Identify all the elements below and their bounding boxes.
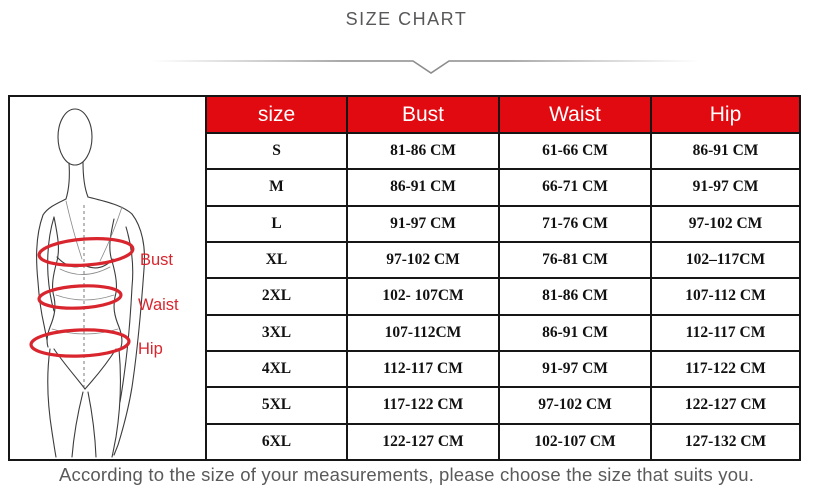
bust-cell: 97-102 CM (346, 240, 500, 280)
bust-cell: 86-91 CM (346, 168, 500, 207)
size-cell: M (205, 168, 348, 207)
table-row: 3XL 107-112CM 86-91 CM 112-117 CM (205, 313, 801, 352)
header-hip: Hip (650, 95, 801, 134)
bust-cell: 117-122 CM (346, 386, 500, 425)
waist-cell: 71-76 CM (498, 204, 652, 243)
bust-cell: 81-86 CM (346, 131, 500, 171)
hip-measure-ellipse (29, 328, 131, 358)
table-row: 6XL 122-127 CM 102-107 CM 127-132 CM (205, 422, 801, 462)
table-row: L 91-97 CM 71-76 CM 97-102 CM (205, 204, 801, 243)
header-row: size Bust Waist Hip (205, 95, 801, 134)
bust-label: Bust (140, 251, 173, 269)
hip-cell: 97-102 CM (650, 204, 801, 243)
header-size: size (205, 95, 348, 134)
hip-cell: 127-132 CM (650, 422, 801, 462)
size-cell: 4XL (205, 349, 348, 389)
table-row: 5XL 117-122 CM 97-102 CM 122-127 CM (205, 386, 801, 425)
table-row: M 86-91 CM 66-71 CM 91-97 CM (205, 168, 801, 207)
waist-cell: 102-107 CM (498, 422, 652, 462)
size-cell: 2XL (205, 277, 348, 316)
hip-cell: 102–117CM (650, 240, 801, 280)
bust-cell: 112-117 CM (346, 349, 500, 389)
bust-cell: 107-112CM (346, 313, 500, 352)
header-bust: Bust (346, 95, 500, 134)
hip-cell: 112-117 CM (650, 313, 801, 352)
hip-cell: 122-127 CM (650, 386, 801, 425)
bust-measure-ellipse (37, 237, 135, 267)
bust-cell: 91-97 CM (346, 204, 500, 243)
hip-cell: 86-91 CM (650, 131, 801, 171)
table-row: 4XL 112-117 CM 91-97 CM 117-122 CM (205, 349, 801, 389)
bust-cell: 102- 107CM (346, 277, 500, 316)
table-row: S 81-86 CM 61-66 CM 86-91 CM (205, 131, 801, 171)
waist-measure-ellipse (37, 284, 123, 310)
hip-cell: 107-112 CM (650, 277, 801, 316)
measurement-figure: Bust Waist Hip (8, 95, 205, 461)
table-row: XL 97-102 CM 76-81 CM 102–117CM (205, 240, 801, 280)
footnote: According to the size of your measuremen… (58, 464, 755, 485)
waist-label: Waist (138, 296, 179, 314)
header-waist: Waist (498, 95, 652, 134)
waist-cell: 91-97 CM (498, 349, 652, 389)
waist-cell: 66-71 CM (498, 168, 652, 207)
waist-cell: 61-66 CM (498, 131, 652, 171)
size-cell: 5XL (205, 386, 348, 425)
size-cell: XL (205, 240, 348, 280)
waist-cell: 76-81 CM (498, 240, 652, 280)
size-chart-section: Bust Waist Hip size Bust Waist Hip S 81-… (8, 95, 801, 462)
hip-cell: 117-122 CM (650, 349, 801, 389)
waist-cell: 81-86 CM (498, 277, 652, 316)
divider-chevron-down-icon (150, 60, 700, 74)
section-divider (150, 60, 700, 74)
size-cell: S (205, 131, 348, 171)
hip-cell: 91-97 CM (650, 168, 801, 207)
waist-cell: 86-91 CM (498, 313, 652, 352)
size-cell: L (205, 204, 348, 243)
page-title: SIZE CHART (345, 9, 468, 29)
size-cell: 3XL (205, 313, 348, 352)
mannequin-sketch-icon: Bust Waist Hip (29, 108, 179, 458)
table-row: 2XL 102- 107CM 81-86 CM 107-112 CM (205, 277, 801, 316)
size-cell: 6XL (205, 422, 348, 462)
hip-label: Hip (138, 340, 163, 358)
bust-cell: 122-127 CM (346, 422, 500, 462)
size-chart-table: size Bust Waist Hip S 81-86 CM 61-66 CM … (205, 95, 801, 462)
waist-cell: 97-102 CM (498, 386, 652, 425)
